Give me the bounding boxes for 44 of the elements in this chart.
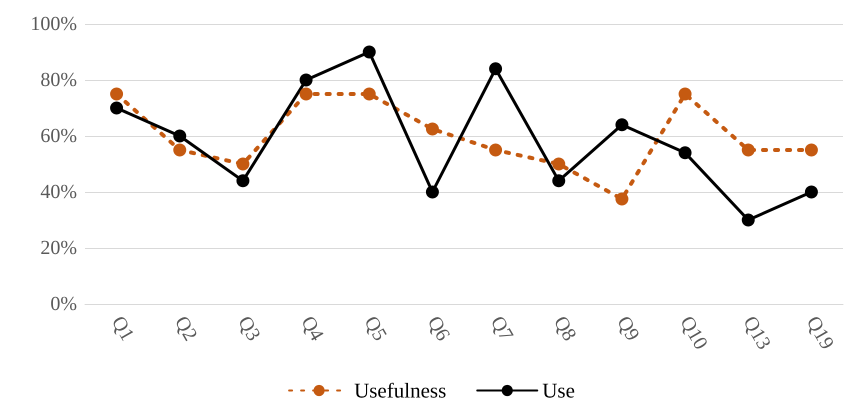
legend-label: Usefulness — [354, 378, 446, 402]
point — [426, 122, 439, 136]
point — [362, 88, 376, 100]
point — [173, 130, 186, 142]
y-tick-label: 20% — [40, 237, 77, 259]
point — [552, 158, 566, 170]
x-tick-label: Q5 — [360, 312, 391, 345]
point — [110, 102, 124, 114]
x-tick-label: Q2 — [170, 312, 202, 345]
x-tick-label: Q19 — [802, 312, 838, 354]
point — [236, 158, 250, 170]
point — [742, 144, 755, 156]
point — [110, 88, 124, 100]
point — [236, 174, 250, 188]
x-tick-label: Q7 — [486, 312, 518, 345]
point — [300, 74, 313, 86]
point — [489, 62, 502, 76]
point — [362, 46, 376, 58]
x-tick-label: Q1 — [107, 312, 138, 345]
x-tick-label: Q10 — [676, 312, 712, 354]
x-tick-label: Q4 — [296, 312, 328, 345]
legend-label: Use — [542, 378, 575, 402]
point — [173, 144, 186, 156]
y-tick-label: 0% — [50, 293, 77, 315]
point — [678, 88, 692, 100]
x-tick-label: Q13 — [738, 312, 775, 354]
point — [426, 186, 439, 198]
y-tick-label: 80% — [40, 69, 77, 91]
point — [552, 174, 566, 188]
point — [300, 88, 313, 100]
y-tick-label: 60% — [40, 125, 77, 147]
point — [678, 146, 692, 160]
point — [804, 186, 818, 198]
y-tick-label: 40% — [40, 181, 77, 203]
point — [804, 144, 818, 156]
point — [615, 192, 628, 206]
x-tick-label: Q6 — [422, 312, 454, 345]
x-tick-label: Q8 — [549, 312, 580, 345]
point — [615, 118, 628, 132]
y-tick-label: 100% — [30, 13, 77, 35]
x-tick-label: Q3 — [233, 312, 265, 345]
point — [489, 144, 502, 156]
x-tick-label: Q9 — [612, 312, 644, 345]
point — [742, 214, 755, 226]
